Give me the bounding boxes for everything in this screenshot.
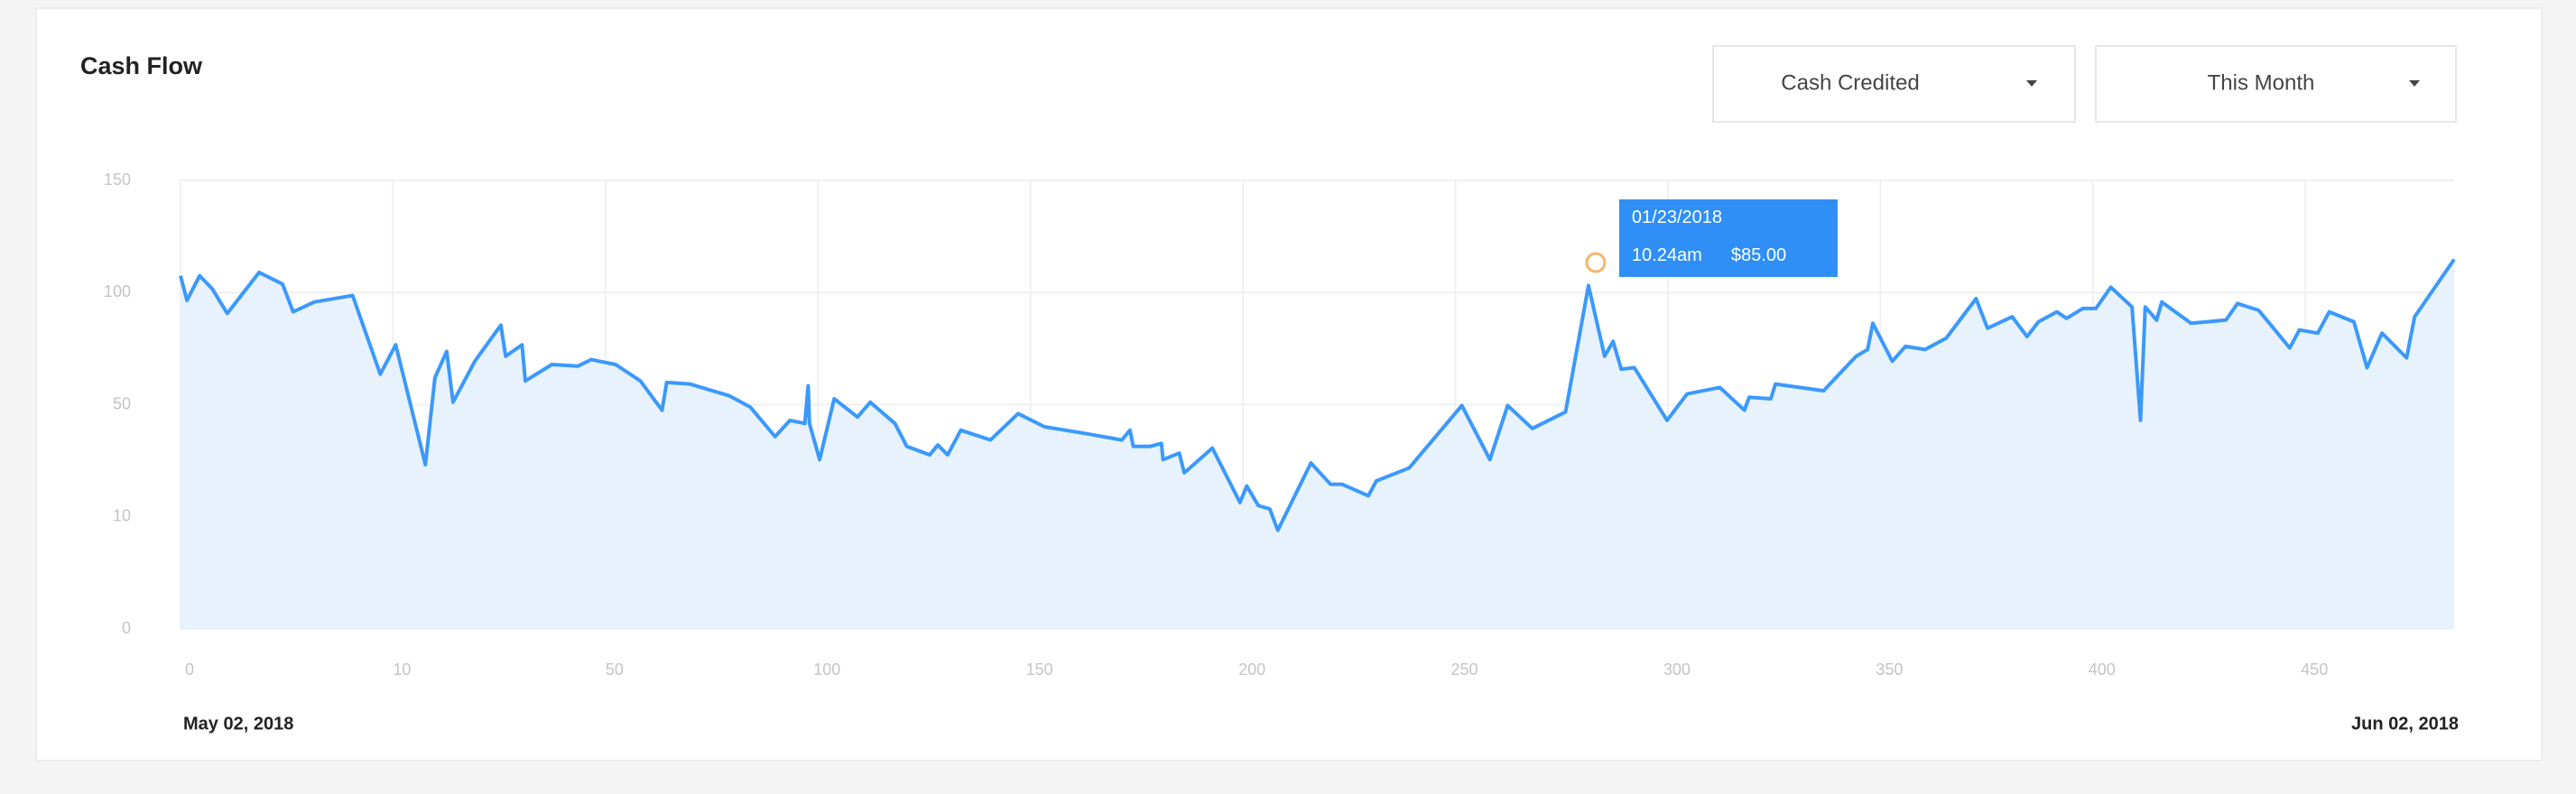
x-tick-label: 350: [1876, 660, 1903, 679]
tooltip-time: 10.24am: [1632, 245, 1702, 265]
tooltip: [1618, 198, 1838, 277]
plot-area: 0 10 50 100 150 0 10 50 100 150 200 250 300 350 400 450…: [104, 171, 2456, 679]
dropdown-arrow[interactable]: [2409, 80, 2420, 87]
highlight-point: [1585, 252, 1607, 273]
chart-title: Cash Flow: [80, 52, 203, 79]
y-tick-label: 150: [104, 171, 131, 189]
dropdown-arrow[interactable]: [2026, 80, 2037, 87]
x-tick-label: 250: [1450, 660, 1478, 679]
dropdown-label[interactable]: This Month: [2208, 70, 2315, 95]
x-tick-label: 50: [606, 660, 624, 679]
y-tick-label: 0: [122, 619, 131, 637]
x-tick-label: 400: [2089, 660, 2116, 679]
dropdown[interactable]: [2095, 45, 2457, 123]
tooltip-amount: $85.00: [1731, 245, 1786, 265]
x-tick-label: 200: [1238, 660, 1265, 679]
line: [179, 258, 2456, 532]
y-tick-label: 50: [113, 394, 131, 412]
x-tick-label: 10: [393, 660, 411, 679]
end-date: Jun 02, 2018: [2351, 714, 2459, 734]
x-tick-label: 0: [185, 660, 194, 679]
x-tick-label: 300: [1663, 660, 1691, 679]
tooltip-date: 01/23/2018: [1632, 208, 1722, 227]
x-tick-label: 150: [1026, 660, 1053, 679]
dropdown[interactable]: [1712, 45, 2076, 123]
start-date: May 02, 2018: [183, 714, 293, 734]
dropdown-label[interactable]: Cash Credited: [1781, 70, 1919, 95]
y-tick-label: 10: [113, 507, 131, 525]
x-tick-label: 100: [813, 660, 840, 679]
x-tick-label: 450: [2301, 660, 2328, 679]
y-tick-label: 100: [104, 282, 131, 300]
